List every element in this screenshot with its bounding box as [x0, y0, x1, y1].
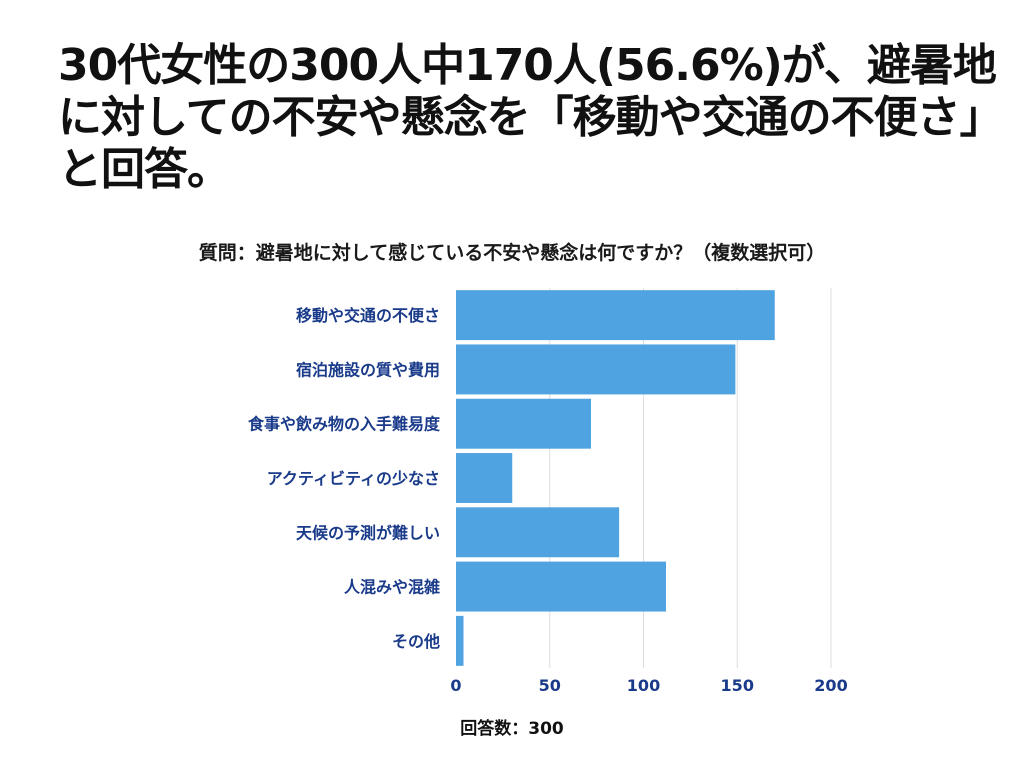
- bar: [456, 615, 464, 666]
- bar: [456, 507, 620, 558]
- x-tick-label: 200: [814, 676, 847, 695]
- bar: [456, 453, 513, 503]
- category-label: その他: [392, 632, 440, 651]
- category-labels: 移動や交通の不便さ宿泊施設の質や費用食事や飲み物の入手難易度アクティビティの少な…: [247, 306, 441, 651]
- bar: [456, 561, 666, 612]
- bar: [456, 344, 736, 395]
- chart-title: 質問：避暑地に対して感じている不安や懸念は何ですか？（複数選択可）: [198, 242, 826, 264]
- x-tick-label: 50: [539, 676, 561, 695]
- bar-chart: 移動や交通の不便さ宿泊施設の質や費用食事や飲み物の入手難易度アクティビティの少な…: [247, 288, 848, 695]
- category-label: 人混みや混雑: [344, 578, 440, 597]
- headline: 30代女性の300人中170人(56.6%)が、避暑地に対しての不安や懸念を「移…: [58, 40, 997, 195]
- bars: [456, 290, 775, 666]
- x-tick-label: 100: [627, 676, 660, 695]
- category-label: 天候の予測が難しい: [296, 523, 440, 542]
- x-tick-label: 150: [721, 676, 754, 695]
- x-tick-labels: 0 50 100 150 200: [450, 676, 847, 695]
- category-label: 食事や飲み物の入手難易度: [247, 415, 441, 434]
- category-label: アクティビティの少なさ: [267, 469, 440, 488]
- response-count: 回答数：300: [460, 719, 564, 739]
- x-tick-label: 0: [450, 676, 461, 695]
- category-label: 宿泊施設の質や費用: [296, 360, 440, 379]
- bar: [456, 398, 591, 449]
- bar: [456, 290, 775, 341]
- category-label: 移動や交通の不便さ: [296, 306, 440, 325]
